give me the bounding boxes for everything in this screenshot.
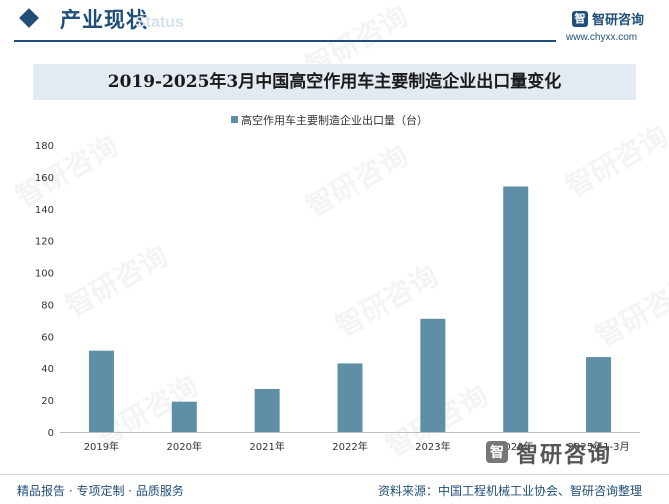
footer-brand: 智研咨询 bbox=[516, 443, 613, 468]
y-tick-label: 20 bbox=[41, 396, 54, 407]
y-tick-label: 120 bbox=[35, 237, 54, 248]
y-tick-label: 40 bbox=[41, 364, 54, 375]
x-tick-label: 2020年 bbox=[167, 440, 202, 453]
page-header: 产业现状 Status 智 智研咨询 www.chyxx.com bbox=[0, 0, 669, 48]
section-subtitle: Status bbox=[135, 14, 184, 31]
x-tick-label: 2022年 bbox=[332, 440, 367, 453]
y-tick-label: 100 bbox=[35, 269, 54, 280]
footer-brand-icon: 智 bbox=[486, 441, 508, 463]
legend-swatch bbox=[231, 116, 238, 123]
y-tick-label: 160 bbox=[35, 173, 54, 184]
header-divider bbox=[14, 40, 556, 42]
y-tick-label: 80 bbox=[41, 300, 54, 311]
x-tick-label: 2019年 bbox=[84, 440, 119, 453]
footer-tagline: 精品报告 · 专项定制 · 品质服务 bbox=[17, 484, 184, 498]
x-tick-label: 2025年1-3月 bbox=[568, 440, 630, 453]
x-tick-label: 2021年 bbox=[249, 440, 284, 453]
y-tick-label: 140 bbox=[35, 205, 54, 216]
section-title: 产业现状 bbox=[60, 8, 148, 32]
y-tick-label: 180 bbox=[35, 141, 54, 152]
bar bbox=[88, 350, 114, 432]
y-tick-label: 60 bbox=[41, 332, 54, 343]
bar bbox=[254, 388, 280, 432]
bar bbox=[337, 363, 363, 432]
logo-text: 智研咨询 bbox=[592, 13, 645, 28]
chart-title-box: 2019-2025年3月中国高空作用车主要制造企业出口量变化 bbox=[33, 64, 636, 100]
footer-divider bbox=[0, 474, 669, 475]
bar bbox=[420, 318, 446, 432]
logo-icon: 智 bbox=[572, 11, 588, 27]
bar bbox=[503, 186, 529, 432]
legend-label: 高空作用车主要制造企业出口量（台） bbox=[241, 114, 428, 127]
chart-title: 2019-2025年3月中国高空作用车主要制造企业出口量变化 bbox=[107, 72, 562, 92]
footer-source: 资料来源：中国工程机械工业协会、智研咨询整理 bbox=[378, 484, 643, 498]
x-tick-label: 2023年 bbox=[415, 440, 450, 453]
site-url: www.chyxx.com bbox=[566, 32, 638, 43]
bar bbox=[171, 401, 197, 432]
bar bbox=[586, 357, 612, 432]
y-tick-label: 0 bbox=[48, 428, 54, 439]
